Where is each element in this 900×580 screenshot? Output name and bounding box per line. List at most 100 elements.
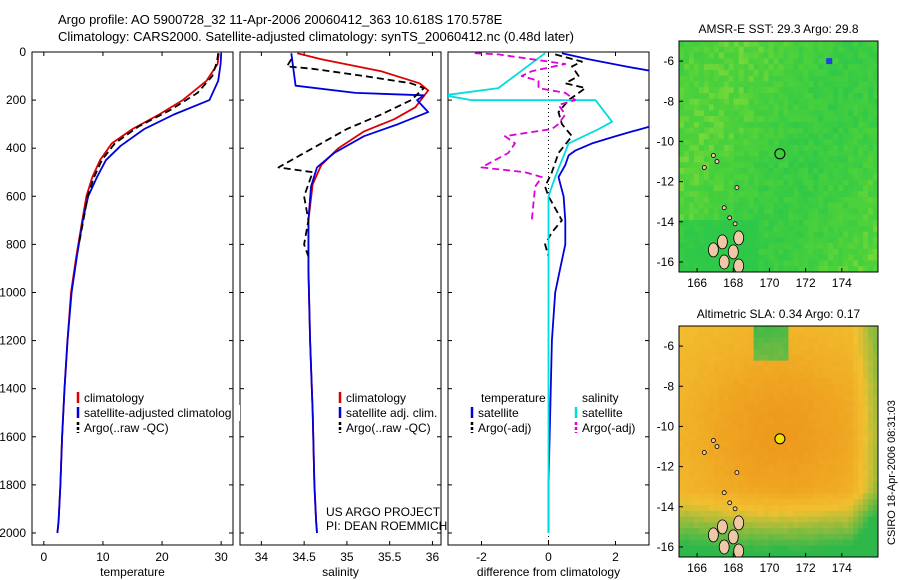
map-cell — [823, 104, 829, 111]
map-cell — [783, 429, 790, 437]
map-frame — [678, 325, 879, 558]
map-cell — [753, 214, 760, 221]
map-cell — [698, 343, 705, 350]
map-cell — [708, 220, 715, 227]
map-cell — [743, 116, 750, 123]
map-cell — [723, 458, 730, 466]
map-cell — [768, 191, 775, 198]
map-cell — [679, 185, 685, 192]
map-cell — [833, 75, 839, 83]
map-cell — [838, 470, 844, 477]
map-cell — [843, 406, 849, 414]
map-cell — [758, 424, 765, 431]
map-cell — [808, 92, 814, 100]
map-cell — [688, 464, 695, 471]
map-cell — [679, 377, 685, 385]
map-cell — [763, 412, 770, 420]
map-cell — [843, 156, 849, 163]
map-cell — [713, 326, 720, 333]
map-cell — [773, 52, 780, 59]
map-cell — [693, 139, 700, 146]
map-cell — [773, 127, 780, 135]
map-cell — [818, 360, 824, 368]
map-cell — [873, 343, 878, 350]
map-cell — [843, 41, 849, 48]
map-cell — [713, 516, 720, 523]
map-cell — [778, 260, 785, 267]
map-cell — [873, 401, 878, 408]
map-cell — [683, 337, 690, 344]
map-cell — [808, 156, 814, 163]
map-cell — [858, 458, 864, 466]
map-cell — [793, 133, 799, 140]
map-cell — [788, 64, 795, 71]
map-cell — [818, 87, 824, 94]
map-cell — [718, 52, 725, 59]
map-cell — [783, 337, 790, 344]
map-cell — [813, 162, 819, 169]
map-cell — [703, 435, 710, 443]
map-cell — [858, 208, 864, 215]
map-cell — [808, 254, 814, 262]
map-cell — [703, 196, 710, 204]
map-cell — [728, 208, 735, 215]
map-cell — [823, 208, 829, 215]
map-cell — [743, 418, 750, 425]
map-cell — [718, 487, 725, 495]
map-cell — [873, 46, 878, 54]
map-cell — [748, 237, 755, 244]
map-cell — [688, 499, 695, 506]
map-cell — [848, 383, 854, 391]
map-cell — [803, 326, 809, 333]
island — [727, 529, 739, 545]
map-cell — [693, 127, 700, 135]
map-cell — [783, 220, 790, 227]
map-cell — [723, 424, 730, 431]
map-cell — [703, 75, 710, 83]
map-cell — [763, 191, 770, 198]
map-cell — [703, 237, 710, 244]
legend-sal-argo: Argo(..raw -QC) — [346, 421, 431, 435]
map-cell — [773, 401, 780, 408]
map-cell — [733, 173, 740, 181]
map-cell — [848, 168, 854, 175]
map-cell — [768, 429, 775, 437]
map-cell — [833, 231, 839, 238]
map-cell — [808, 133, 814, 140]
map-cell — [688, 191, 695, 198]
map-cell — [723, 64, 730, 71]
map-cell — [758, 162, 765, 169]
map-cell — [758, 127, 765, 135]
map-cell — [728, 220, 735, 227]
map-cell — [693, 260, 700, 267]
map-cell — [753, 481, 760, 489]
map-cell — [718, 331, 725, 339]
map-cell — [733, 225, 740, 233]
map-cell — [838, 458, 844, 466]
map-cell — [698, 510, 705, 518]
map-cell — [703, 133, 710, 140]
map-cell — [853, 69, 859, 77]
map-cell — [823, 98, 829, 106]
map-cell — [718, 429, 725, 437]
map-cell — [838, 69, 844, 77]
map-cell — [873, 243, 878, 250]
map-cell — [698, 539, 705, 547]
map-cell — [688, 58, 695, 65]
map-cell — [848, 92, 854, 100]
map-cell — [843, 516, 849, 523]
map-cell — [693, 121, 700, 129]
map-cell — [748, 366, 755, 373]
map-cell — [848, 331, 854, 339]
map-cell — [793, 139, 799, 146]
map-cell — [708, 173, 715, 181]
map-cell — [848, 121, 854, 129]
map-cell — [703, 337, 710, 344]
y-tick-label: 1200 — [0, 334, 26, 348]
map-cell — [848, 326, 854, 333]
map-cell — [708, 516, 715, 523]
map-cell — [828, 191, 834, 198]
map-cell — [679, 551, 685, 557]
map-cell — [838, 343, 844, 350]
map-cell — [763, 458, 770, 466]
